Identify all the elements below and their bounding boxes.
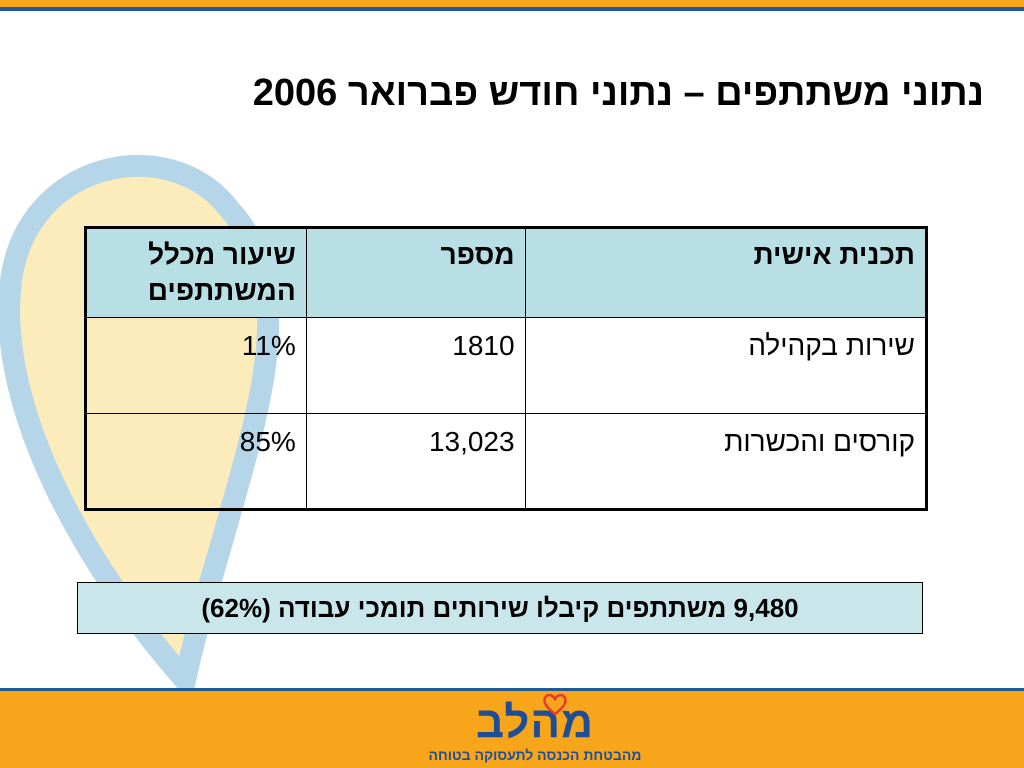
logo-wordmark: מהלב: [475, 693, 595, 747]
logo: מהלב מהבטחת הכנסה לתעסוקה בטוחה: [390, 693, 680, 768]
footer-band: [0, 688, 1024, 768]
top-accent-bar: [0, 0, 1024, 14]
summary-box: 9,480 משתתפים קיבלו שירותים תומכי עבודה …: [77, 582, 923, 634]
table-row: שירות בקהילה 1810 11%: [85, 317, 928, 414]
header-rate: שיעור מכלל המשתתפים: [85, 227, 307, 318]
participants-table: תכנית אישית מספר שיעור מכלל המשתתפים שיר…: [84, 226, 928, 511]
footer-fill: [0, 691, 1024, 768]
cell-number: 13,023: [305, 413, 526, 510]
header-personal-plan: תכנית אישית: [524, 227, 928, 318]
cell-plan: שירות בקהילה: [524, 317, 928, 414]
heart-icon: [543, 693, 567, 716]
logo-tagline: מהבטחת הכנסה לתעסוקה בטוחה: [428, 747, 642, 763]
header-number: מספר: [305, 227, 526, 318]
cell-number: 1810: [305, 317, 526, 414]
footer-divider: [0, 688, 1024, 691]
cell-rate: 85%: [85, 413, 307, 510]
top-orange-stripe: [0, 0, 1024, 7]
heart-icon-shape: [543, 693, 567, 716]
cell-rate: 11%: [85, 317, 307, 414]
logo-name: מהלב: [475, 698, 595, 747]
table-header-row: תכנית אישית מספר שיעור מכלל המשתתפים: [85, 227, 928, 318]
table-row: קורסים והכשרות 13,023 85%: [85, 413, 928, 510]
cell-plan: קורסים והכשרות: [524, 413, 928, 510]
top-blue-stripe: [0, 7, 1024, 11]
slide-title: נתוני משתתפים – נתוני חודש פברואר 2006: [252, 72, 984, 114]
